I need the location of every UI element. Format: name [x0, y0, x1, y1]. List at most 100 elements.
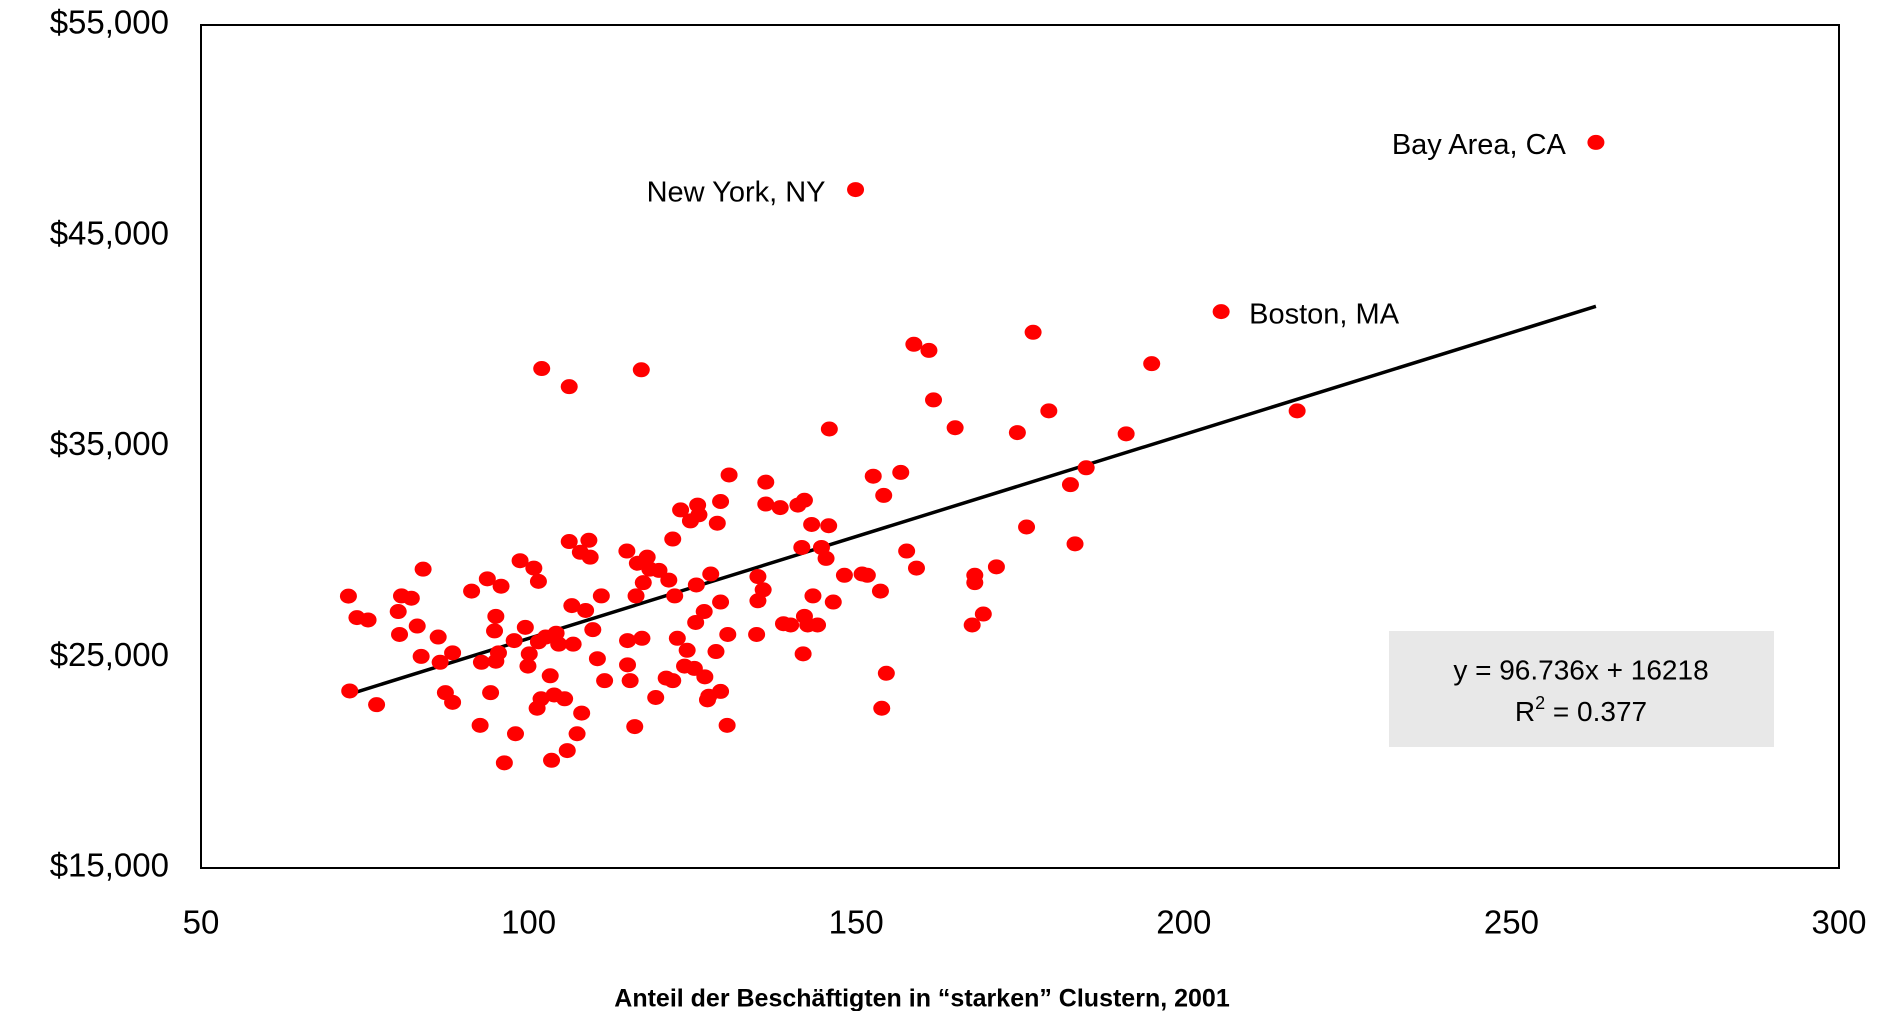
point [560, 534, 578, 550]
point [487, 608, 505, 624]
x-tick-label: 250 [1484, 904, 1539, 941]
point [695, 604, 713, 620]
point [1018, 519, 1036, 535]
point [757, 496, 775, 512]
point [543, 752, 561, 768]
point [707, 644, 725, 660]
point [368, 697, 386, 713]
point [687, 614, 705, 630]
point [1040, 403, 1058, 419]
point [471, 717, 489, 733]
point [495, 755, 513, 771]
point [359, 612, 377, 628]
point [1143, 356, 1161, 372]
annotated-point [847, 182, 865, 198]
point [795, 492, 813, 508]
point [472, 654, 490, 670]
point [492, 578, 510, 594]
point [516, 619, 534, 635]
r2-prefix: R [1515, 696, 1535, 727]
point [619, 633, 637, 649]
point [920, 342, 938, 358]
point [478, 571, 496, 587]
y-tick-label: $55,000 [50, 4, 169, 41]
point [412, 648, 430, 664]
point [1061, 477, 1079, 493]
point [341, 683, 359, 699]
point [687, 577, 705, 593]
point [672, 502, 690, 518]
point [402, 590, 420, 606]
point [898, 543, 916, 559]
point [946, 420, 964, 436]
point [817, 550, 835, 566]
point [619, 657, 637, 673]
point [408, 618, 426, 634]
point [506, 726, 524, 742]
point [748, 626, 766, 642]
point [858, 567, 876, 583]
point [568, 726, 586, 742]
point [511, 553, 529, 569]
point [633, 630, 651, 646]
point [581, 549, 599, 565]
point [664, 673, 682, 689]
point-label: Boston, MA [1249, 298, 1400, 330]
point [638, 549, 656, 565]
point [634, 575, 652, 591]
point [1077, 460, 1095, 476]
point [584, 622, 602, 638]
point [520, 646, 538, 662]
point [873, 700, 891, 716]
point [963, 617, 981, 633]
point [621, 673, 639, 689]
point [708, 515, 726, 531]
point [1066, 536, 1084, 552]
point [794, 646, 812, 662]
point [668, 630, 686, 646]
point [389, 604, 407, 620]
point [505, 633, 523, 649]
point [966, 575, 984, 591]
point [820, 518, 838, 534]
point [431, 654, 449, 670]
x-tick-label: 50 [183, 904, 220, 941]
point [429, 629, 447, 645]
point-label: New York, NY [647, 176, 826, 208]
point [444, 694, 462, 710]
point [596, 673, 614, 689]
point [519, 658, 537, 674]
point [563, 598, 581, 614]
point [754, 582, 772, 598]
point [414, 561, 432, 577]
point [749, 569, 767, 585]
point [577, 602, 595, 618]
point [647, 690, 665, 706]
point [820, 421, 838, 437]
y-tick-label: $25,000 [50, 636, 169, 673]
point [588, 651, 606, 667]
point [782, 617, 800, 633]
point [1008, 425, 1026, 441]
x-tick-label: 100 [501, 904, 556, 941]
point [718, 717, 736, 733]
equation-box [1389, 631, 1774, 747]
point [660, 572, 678, 588]
point [533, 361, 551, 377]
point [757, 474, 775, 490]
y-tick-label: $35,000 [50, 425, 169, 462]
point [627, 588, 645, 604]
point [803, 516, 821, 532]
point [482, 685, 500, 701]
point [1288, 403, 1306, 419]
r2-text: = 0.377 [1545, 696, 1647, 727]
point [486, 623, 504, 639]
annotated-point [1212, 304, 1230, 320]
point [1117, 426, 1135, 442]
point [444, 645, 462, 661]
plot-frame [200, 24, 1840, 869]
point [525, 560, 543, 576]
point [877, 665, 895, 681]
y-tick-label: $45,000 [50, 214, 169, 251]
